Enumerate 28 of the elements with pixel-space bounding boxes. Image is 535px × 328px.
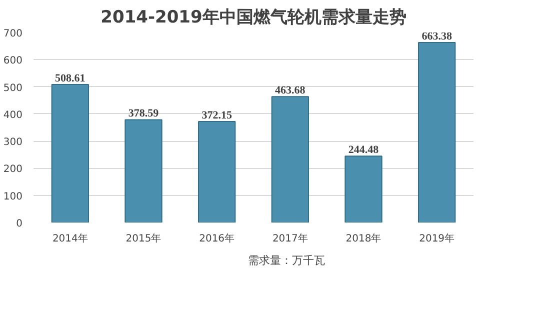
data-label: 508.61 <box>55 72 86 84</box>
x-tick-label: 2019年 <box>419 232 455 244</box>
bar <box>271 96 309 222</box>
data-label: 372.15 <box>202 109 232 122</box>
data-label: 244.48 <box>348 144 380 156</box>
x-tick-label: 2017年 <box>272 232 308 244</box>
data-label: 378.59 <box>128 108 160 120</box>
y-tick-label: 500 <box>3 82 23 94</box>
chart-title: 2014-2019年中国燃气轮机需求量走势 <box>100 8 406 28</box>
bar <box>344 156 382 222</box>
y-tick-label: 100 <box>3 191 23 202</box>
y-tick-label: 0 <box>16 218 23 230</box>
y-tick-label: 400 <box>3 110 23 121</box>
y-tick-label: 300 <box>3 137 23 148</box>
y-tick-label: 600 <box>3 56 23 67</box>
data-label: 463.68 <box>275 84 306 97</box>
x-tick-label: 2016年 <box>199 232 235 244</box>
x-tick-label: 2018年 <box>346 232 382 244</box>
y-tick-label: 200 <box>3 164 23 176</box>
bar <box>124 119 162 222</box>
x-tick-label: 2014年 <box>52 232 88 244</box>
bar <box>418 42 456 222</box>
data-label: 663.38 <box>422 30 452 42</box>
x-tick-label: 2015年 <box>126 232 162 244</box>
text: 需求量：万千瓦 <box>248 252 325 268</box>
y-tick-label: 700 <box>3 28 23 40</box>
bar <box>51 84 89 222</box>
bar <box>198 120 236 222</box>
